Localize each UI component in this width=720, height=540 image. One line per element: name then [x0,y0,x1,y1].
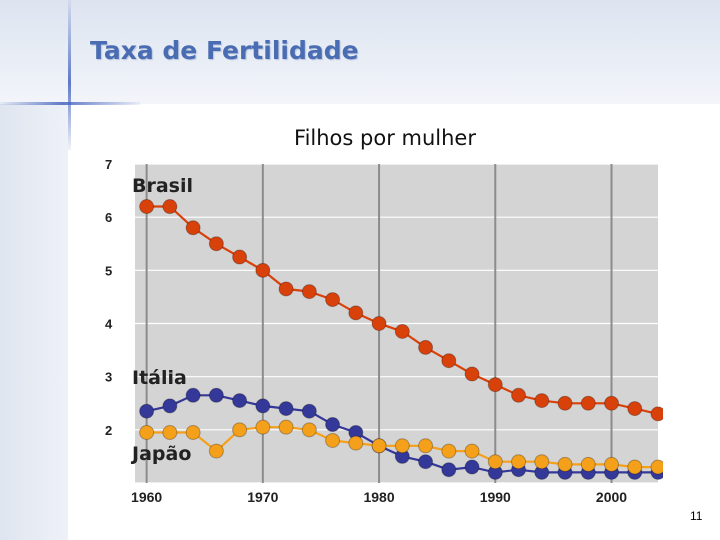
data-point-italia [301,403,317,419]
data-point-brasil [162,199,178,215]
data-point-brasil [464,366,480,382]
data-point-japao [557,456,573,472]
x-tick-label: 1980 [363,489,394,505]
data-point-brasil [301,284,317,300]
y-tick-label: 5 [105,263,112,278]
data-point-brasil [511,387,527,403]
data-point-brasil [487,377,503,393]
data-point-japao [650,459,663,475]
data-point-japao [255,419,271,435]
fertility-line-chart: 2 3 4 5 6 7 1960 1970 1980 1990 2000 Brasil Itália Ja… [103,158,663,508]
data-point-brasil [139,199,155,215]
data-point-italia [325,417,341,433]
data-point-italia [441,462,457,478]
data-point-italia [232,393,248,409]
data-point-brasil [557,395,573,411]
chart-title: Filhos por mulher [294,126,476,150]
data-point-italia [208,387,224,403]
decorative-horizontal-line [0,102,140,105]
decorative-vertical-line [68,0,71,150]
data-point-brasil [394,323,410,339]
data-point-japao [232,422,248,438]
data-point-italia [464,459,480,475]
data-point-japao [441,443,457,459]
data-point-japao [418,438,434,454]
data-point-brasil [580,395,596,411]
y-tick-label: 2 [105,423,112,438]
x-tick-label: 1960 [131,489,162,505]
data-point-italia [139,403,155,419]
data-point-italia [185,387,201,403]
data-point-italia [278,401,294,417]
slide-header-band [0,0,720,104]
data-point-japao [371,438,387,454]
data-point-brasil [418,339,434,355]
data-point-brasil [627,401,643,417]
data-point-japao [580,456,596,472]
data-point-brasil [604,395,620,411]
series-label-brasil: Brasil [132,175,193,197]
data-point-japao [604,456,620,472]
y-tick-label: 7 [105,158,112,172]
data-point-japao [208,443,224,459]
data-point-japao [394,438,410,454]
data-point-japao [464,443,480,459]
data-point-japao [301,422,317,438]
data-point-japao [511,454,527,470]
data-point-japao [627,459,643,475]
data-point-japao [278,419,294,435]
y-tick-label: 4 [105,317,113,332]
data-point-brasil [325,292,341,308]
y-tick-label: 6 [105,210,112,225]
series-label-japao: Japão [130,443,191,465]
data-point-japao [534,454,550,470]
x-tick-label: 2000 [596,489,627,505]
data-point-brasil [185,220,201,236]
data-point-brasil [348,305,364,321]
data-point-italia [418,454,434,470]
data-point-italia [255,398,271,414]
series-label-italia: Itália [132,367,187,389]
data-point-brasil [208,236,224,252]
y-tick-label: 3 [105,370,112,385]
slide-title: Taxa de Fertilidade [90,36,359,65]
data-point-brasil [232,249,248,265]
x-tick-label: 1990 [480,489,511,505]
data-point-brasil [278,281,294,297]
data-point-brasil [371,316,387,331]
data-point-brasil [441,353,457,369]
data-point-brasil [650,406,663,422]
data-point-italia [162,398,178,414]
data-point-japao [162,424,178,440]
data-point-brasil [255,262,271,278]
data-point-japao [348,435,364,451]
page-number: 11 [690,509,703,523]
data-point-japao [487,454,503,470]
data-point-japao [185,424,201,440]
x-tick-label: 1970 [247,489,278,505]
data-point-brasil [534,393,550,409]
data-point-japao [139,424,155,440]
slide-left-band [0,104,68,540]
data-point-japao [325,432,341,448]
